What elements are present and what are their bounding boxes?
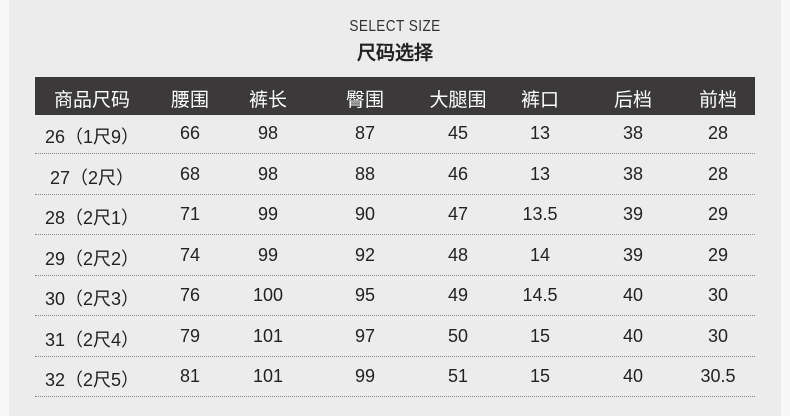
table-cell: 49 [447,285,469,305]
column-header: 大腿围 [429,89,487,111]
table-cell: 29（2尺2） [44,248,140,269]
table-cell: 74 [179,244,201,265]
table-cell: 39 [622,244,644,265]
table-row: 26（1尺9） 66 98 87 45 13 38 28 [35,115,755,154]
table-cell: 92 [354,244,376,265]
title-english: SELECT SIZE [349,18,441,35]
table-cell: 71 [179,204,201,224]
table-cell: 68 [179,163,201,184]
table-cell: 13 [529,123,551,143]
table-cell: 101 [252,325,284,346]
column-header: 商品尺码 [53,89,130,111]
table-header: 商品尺码 腰围 裤长 臀围 大腿围 裤口 后档 前档 [35,77,755,115]
table-cell: 101 [252,366,284,386]
column-header: 后档 [613,89,652,111]
table-cell: 90 [354,204,376,224]
table-cell: 66 [179,123,201,143]
table-cell: 87 [354,123,376,143]
table-cell: 45 [447,123,469,143]
table-cell: 88 [354,163,376,184]
table-cell: 30 [707,325,729,346]
table-cell: 27（2尺） [49,167,135,188]
table-cell: 47 [447,204,469,224]
table-row: 31（2尺4） 79 101 97 50 15 40 30 [35,318,755,357]
table-cell: 13.5 [522,204,558,224]
table-cell: 81 [179,366,201,386]
column-header: 前档 [698,89,737,111]
table-cell: 50 [447,325,469,346]
table-cell: 51 [447,366,469,386]
table-cell: 76 [179,285,201,305]
table-row: 32（2尺5） 81 101 99 51 15 40 30.5 [35,358,755,397]
table-row: 29（2尺2） 74 99 92 48 14 39 29 [35,237,755,276]
column-header: 腰围 [170,89,209,111]
title-chinese: 尺码选择 [356,42,433,64]
column-header: 臀围 [345,89,384,111]
table-cell: 15 [529,366,551,386]
size-chart-panel [9,0,781,416]
table-cell: 97 [354,325,376,346]
table-cell: 26（1尺9） [44,127,140,147]
table-cell: 30.5 [700,366,736,386]
table-cell: 38 [622,163,644,184]
table-cell: 31（2尺4） [44,329,140,350]
table-row: 30（2尺3） 76 100 95 49 14.5 40 30 [35,277,755,316]
table-cell: 14 [529,244,551,265]
table-cell: 98 [257,123,279,143]
table-cell: 46 [447,163,469,184]
table-cell: 40 [622,325,644,346]
table-cell: 30（2尺3） [44,289,140,309]
table-row: 27（2尺） 68 98 88 46 13 38 28 [35,156,755,195]
table-cell: 39 [622,204,644,224]
table-row: 28（2尺1） 71 99 90 47 13.5 39 29 [35,196,755,235]
column-header: 裤长 [248,89,287,111]
table-cell: 79 [179,325,201,346]
table-cell: 40 [622,285,644,305]
table-cell: 40 [622,366,644,386]
table-cell: 30 [707,285,729,305]
column-header: 裤口 [520,89,559,111]
table-cell: 99 [257,204,279,224]
table-cell: 28 [707,123,729,143]
table-cell: 98 [257,163,279,184]
table-cell: 14.5 [522,285,558,305]
table-cell: 28 [707,163,729,184]
table-cell: 38 [622,123,644,143]
table-cell: 95 [354,285,376,305]
table-cell: 99 [257,244,279,265]
table-cell: 32（2尺5） [44,370,140,390]
table-cell: 100 [252,285,284,305]
table-cell: 15 [529,325,551,346]
table-cell: 48 [447,244,469,265]
table-cell: 29 [707,244,729,265]
table-cell: 13 [529,163,551,184]
table-cell: 28（2尺1） [44,208,140,228]
table-cell: 99 [354,366,376,386]
table-cell: 29 [707,204,729,224]
